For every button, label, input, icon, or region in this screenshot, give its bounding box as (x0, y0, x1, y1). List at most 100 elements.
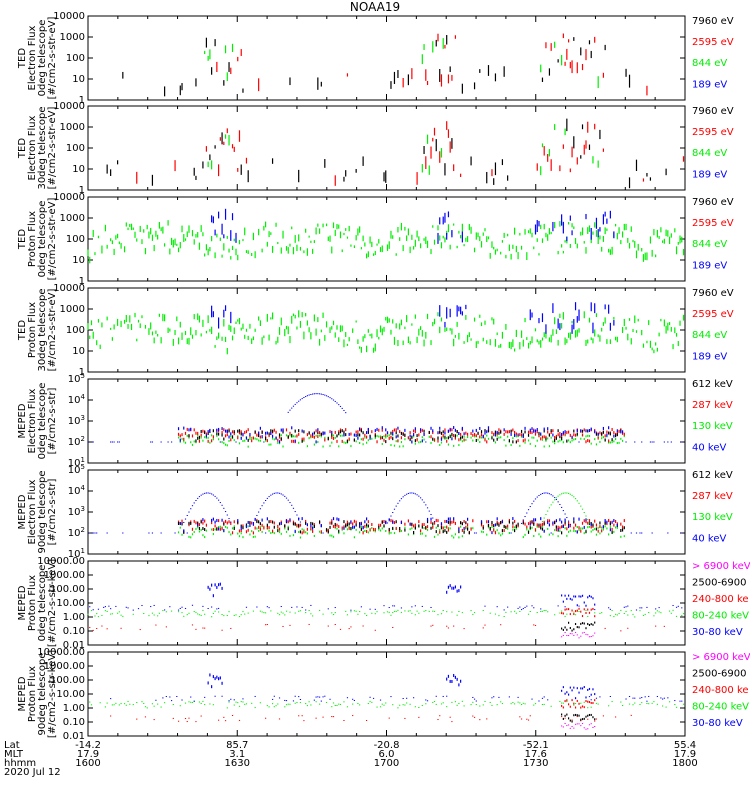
y-axis-label-line: Electron Flux (27, 479, 38, 544)
y-tick-label: 10000.00 (37, 647, 85, 658)
panel-7: 10000.00 1000.00 100.00 10.00 1.00 0.10 0.01 ME… (17, 556, 750, 651)
y-tick-label: 10 (72, 164, 85, 175)
y-axis-label-line: 30deg telescope (37, 288, 48, 371)
y-tick-exponent: 4 (81, 393, 86, 401)
y-axis-label-line: Proton Flux (27, 575, 38, 631)
footer-value-lat: -14.2 (75, 740, 101, 751)
panel-frame (87, 378, 686, 464)
y-tick-label: 100 (66, 143, 85, 154)
legend-entry: 612 keV (692, 470, 733, 481)
legend-entry: 844 eV (692, 330, 727, 341)
y-axis-label-line: MEPED (17, 403, 28, 438)
legend-entry: > 6900 keV (692, 561, 750, 572)
y-axis-label-line: [#/cm2-s-str-keV] (47, 559, 58, 647)
legend-entry: 189 eV (692, 169, 727, 180)
data-marks (87, 582, 685, 639)
data-marks (89, 492, 683, 539)
panel-frame (87, 651, 686, 737)
panel-frame (87, 15, 686, 101)
panel-8: 10000.00 1000.00 100.00 10.00 1.00 0.10 0.01 ME… (17, 647, 750, 742)
legend-entry: 130 keV (692, 512, 733, 523)
footer-value-mlt: 6.0 (379, 749, 395, 760)
y-axis-label-line: Electron Flux (27, 115, 38, 180)
y-axis-label-line: Electron Flux (27, 25, 38, 90)
y-axis-label-line: Proton Flux (27, 666, 38, 722)
panel-2: 10000 1000 100 10 1 TED Electron Flux 30deg tel… (17, 101, 734, 196)
legend-entry: 2595 eV (692, 37, 734, 48)
y-tick-exponent: 5 (81, 463, 85, 471)
y-tick-label: 10 (72, 74, 85, 85)
chart-title: NOAA19 (349, 0, 401, 14)
y-tick-exponent: 3 (81, 414, 85, 422)
y-tick-label: 102 (68, 526, 85, 539)
y-tick-label: 1 (79, 276, 85, 287)
y-axis-label-line: TED (17, 320, 28, 341)
y-tick-label: 0.01 (63, 731, 85, 742)
legend-entry: 240-800 ke (692, 594, 749, 605)
legend-entry: 30-80 keV (692, 718, 743, 729)
y-tick-label: 10000 (53, 283, 85, 294)
legend-entry: 80-240 keV (692, 611, 749, 622)
y-axis-label-line: 30deg telescope (37, 106, 48, 189)
legend-entry: 7960 eV (692, 197, 734, 208)
y-tick-label: 105 (68, 463, 85, 476)
y-tick-label: 10 (72, 255, 85, 266)
data-marks (87, 208, 685, 264)
legend-entry: 2595 eV (692, 127, 734, 138)
panel-3: 10000 1000 100 10 1 TED Proton Flux 0deg telesc… (17, 192, 734, 287)
data-marks (106, 118, 685, 189)
y-axis-label-line: [#/cm2-s-str] (47, 387, 58, 454)
legend-entry: 130 keV (692, 421, 733, 432)
y-axis-label-line: TED (17, 48, 28, 69)
panel-1: 10000 1000 100 10 1 TED Electron Flux 0deg tele… (17, 11, 734, 106)
y-axis-label-line: 0deg telescope (37, 565, 48, 642)
data-marks (89, 673, 685, 730)
y-axis-label-line: [#/cm2-s-str-keV] (47, 650, 58, 738)
footer-value-mlt: 3.1 (229, 749, 245, 760)
y-axis-label-line: [#/cm2-s-str-eV] (47, 17, 58, 100)
date-label: 2020 Jul 12 (4, 767, 61, 778)
footer-value-mlt: 17.9 (77, 749, 99, 760)
legend-entry: 2500-6900 (692, 669, 747, 680)
y-tick-label: 1.00 (63, 612, 85, 623)
y-tick-label: 104 (68, 393, 86, 406)
legend-entry: 189 eV (692, 260, 727, 271)
y-axis-label-line: [#/cm2-s-str-eV] (47, 107, 58, 190)
y-tick-label: 10000 (53, 192, 85, 203)
y-tick-label: 100 (66, 234, 85, 245)
y-tick-label: 10.00 (56, 689, 85, 700)
y-axis-label-line: 0deg telescope (37, 201, 48, 278)
y-tick-label: 1000 (60, 213, 85, 224)
y-tick-exponent: 1 (81, 456, 85, 464)
y-axis-label-line: 90deg telescope (37, 652, 48, 735)
legend-entry: 189 eV (692, 79, 727, 90)
footer-value-hhmm: 1600 (75, 758, 100, 769)
legend-entry: 844 eV (692, 58, 727, 69)
footer-row-label: MLT (4, 749, 24, 760)
footer-value-mlt: 17.9 (674, 749, 696, 760)
legend-entry: 7960 eV (692, 106, 734, 117)
legend-entry: 7960 eV (692, 288, 734, 299)
y-tick-label: 103 (68, 505, 85, 518)
panel-4: 10000 1000 100 10 1 TED Proton Flux 30deg teles… (17, 283, 734, 378)
y-tick-label: 1 (79, 95, 85, 106)
y-tick-label: 1.00 (63, 703, 85, 714)
y-tick-label: 1000 (60, 32, 85, 43)
footer-value-lat: 85.7 (226, 740, 248, 751)
legend-entry: 240-800 ke (692, 685, 749, 696)
y-tick-label: 103 (68, 414, 85, 427)
footer-value-hhmm: 1700 (374, 758, 399, 769)
y-tick-label: 1000.00 (44, 661, 85, 672)
y-tick-label: 10 (72, 346, 85, 357)
y-tick-label: 100 (66, 325, 85, 336)
y-axis-label-line: TED (17, 229, 28, 250)
data-marks (87, 302, 685, 355)
y-tick-label: 1000.00 (44, 570, 85, 581)
footer-value-lat: -52.1 (523, 740, 549, 751)
legend-entry: 189 eV (692, 351, 727, 362)
y-tick-label: 104 (68, 484, 86, 497)
y-axis-label-line: MEPED (17, 585, 28, 620)
